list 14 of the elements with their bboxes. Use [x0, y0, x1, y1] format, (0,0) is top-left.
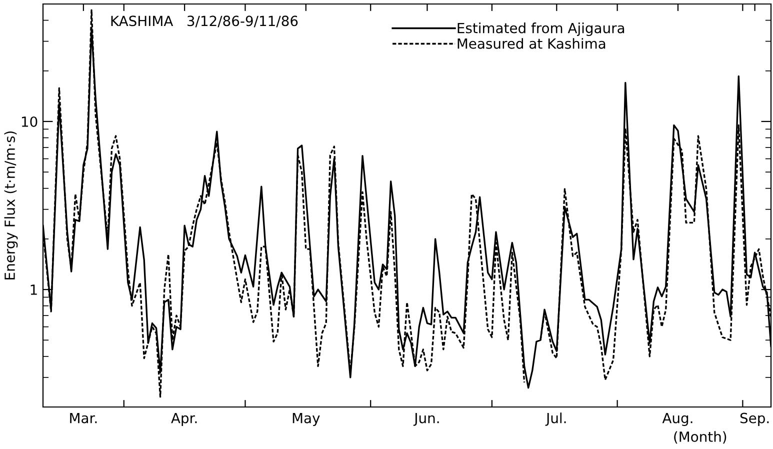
x-tick-label: Aug. — [662, 412, 692, 426]
legend-label: Measured at Kashima — [458, 38, 606, 49]
text: KASHIMA 3/12/86-9/11/86 — [111, 16, 298, 28]
x-tick-label: Jun. — [413, 412, 439, 426]
x-tick-label: Sep. — [740, 412, 769, 426]
y-tick-label: 1 — [30, 284, 37, 295]
y-tick-label: 10 — [22, 116, 38, 127]
x-tick-label: May — [292, 412, 320, 426]
x-axis-title: (Month) — [674, 431, 726, 444]
x-tick-label: Mar. — [70, 412, 97, 424]
legend-label: Estimated from Ajigaura — [458, 22, 624, 36]
x-tick-label: Jul. — [545, 412, 566, 426]
x-tick-label: Apr. — [171, 412, 197, 426]
y-axis-title: Energy Flux (t·m/m·s) — [4, 131, 18, 280]
